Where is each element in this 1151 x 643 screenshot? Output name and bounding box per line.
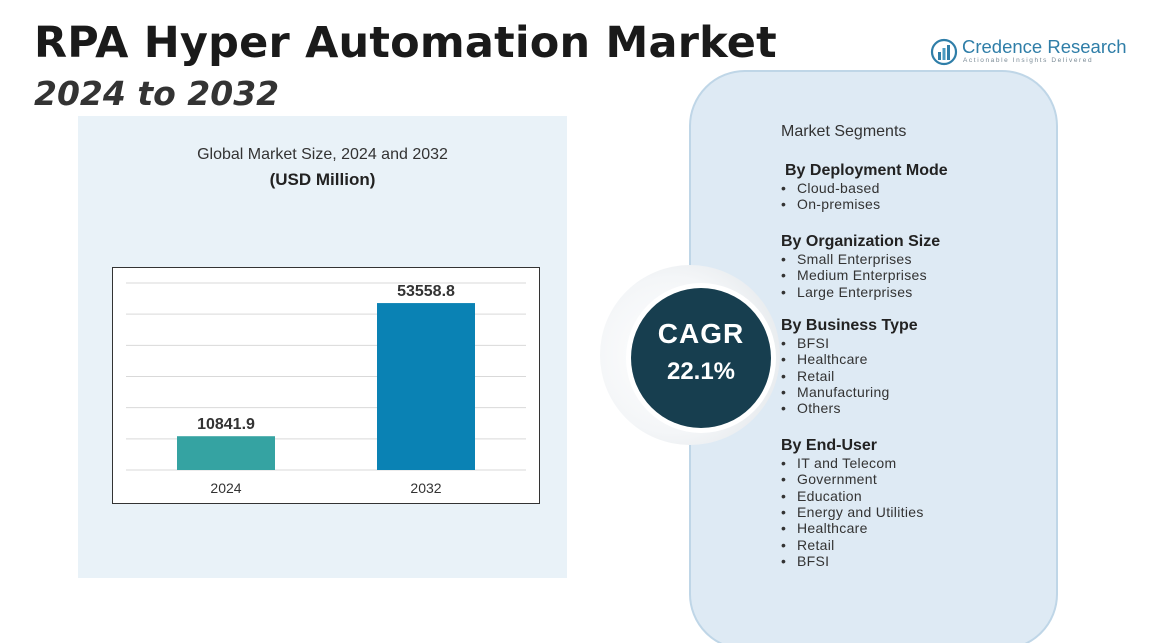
- bullet-icon: •: [781, 351, 787, 368]
- segment-item: • Healthcare: [781, 520, 868, 536]
- segment-item-label: Cloud-based: [797, 180, 880, 196]
- segment-group-title: By End-User: [781, 437, 878, 454]
- segment-item-label: Government: [797, 471, 878, 488]
- bullet-icon: •: [781, 251, 787, 267]
- bullet-icon: •: [781, 180, 787, 196]
- segment-item: • Retail: [781, 368, 835, 384]
- segment-item-label: BFSI: [797, 552, 830, 569]
- segment-item-label: Medium Enterprises: [797, 267, 927, 284]
- segment-group-title: By Organization Size: [781, 233, 941, 250]
- segment-item-label: BFSI: [797, 335, 830, 351]
- bullet-icon: •: [781, 520, 787, 537]
- x-tick-2024: 2024: [210, 480, 241, 496]
- segment-item: • Small Enterprises: [781, 251, 912, 267]
- cagr-label: CAGR: [657, 318, 745, 349]
- cagr-value: 22.1%: [666, 358, 736, 385]
- chart-unit: (USD Million): [269, 170, 376, 189]
- segment-item-label: Small Enterprises: [797, 251, 912, 267]
- segment-item: • Healthcare: [781, 351, 868, 367]
- segment-item: • Manufacturing: [781, 384, 890, 400]
- cagr-badge: CAGR 22.1%: [631, 288, 771, 428]
- segment-item: • Large Enterprises: [781, 284, 913, 300]
- segment-item-label: Healthcare: [797, 351, 868, 368]
- bullet-icon: •: [781, 552, 787, 569]
- bullet-icon: •: [781, 536, 787, 553]
- segment-item: • Medium Enterprises: [781, 267, 927, 283]
- bar-chart: 10841.9 2024 53558.8 2032: [112, 267, 540, 504]
- segment-item: • Energy and Utilities: [781, 504, 924, 520]
- logo-tagline: Actionable Insights Delivered: [963, 57, 1094, 64]
- bullet-icon: •: [781, 267, 787, 284]
- bullet-icon: •: [781, 400, 787, 417]
- segments-heading: Market Segments: [781, 123, 907, 140]
- segment-item-label: IT and Telecom: [797, 455, 897, 471]
- bullet-icon: •: [781, 383, 787, 400]
- page-subtitle: 2024 to 2032: [34, 74, 280, 113]
- segment-item-label: Retail: [797, 536, 835, 553]
- x-tick-2032: 2032: [410, 480, 441, 496]
- bullet-icon: •: [781, 283, 787, 300]
- page-title: RPA Hyper Automation Market: [34, 18, 777, 68]
- logo-name: Credence Research: [962, 36, 1127, 57]
- segment-item-label: Retail: [797, 367, 835, 384]
- bar-2024: [177, 436, 275, 470]
- segment-item-label: Large Enterprises: [797, 283, 913, 300]
- segment-item-label: Healthcare: [797, 520, 868, 537]
- segment-item: • BFSI: [781, 335, 829, 351]
- segment-group-title: By Deployment Mode: [785, 162, 948, 179]
- bullet-icon: •: [781, 367, 787, 384]
- segment-item: • IT and Telecom: [781, 455, 896, 471]
- segment-item: • Others: [781, 400, 841, 416]
- bullet-icon: •: [781, 487, 787, 504]
- bullet-icon: •: [781, 471, 787, 488]
- bullet-icon: •: [781, 335, 787, 351]
- segment-item: • Education: [781, 488, 862, 504]
- bullet-icon: •: [781, 503, 787, 520]
- bullet-icon: •: [781, 455, 787, 471]
- segment-item: • BFSI: [781, 553, 829, 569]
- segment-item: • Retail: [781, 537, 835, 553]
- segment-item: • Cloud-based: [781, 180, 880, 196]
- segment-item-label: On-premises: [797, 196, 881, 213]
- segment-item-label: Energy and Utilities: [797, 503, 924, 520]
- data-label-2024: 10841.9: [197, 416, 255, 433]
- credence-logo-icon: [930, 38, 958, 66]
- segment-item-label: Others: [797, 400, 841, 417]
- segment-item: • Government: [781, 471, 877, 487]
- segment-group-title: By Business Type: [781, 317, 918, 334]
- segment-item-label: Manufacturing: [797, 383, 890, 400]
- segment-item-label: Education: [797, 487, 862, 504]
- brand-logo[interactable]: Credence Research Actionable Insights De…: [930, 36, 1130, 70]
- chart-frame: [112, 267, 540, 504]
- chart-caption: Global Market Size, 2024 and 2032: [197, 146, 448, 163]
- bullet-icon: •: [781, 196, 787, 213]
- segment-item: • On-premises: [781, 196, 880, 212]
- data-label-2032: 53558.8: [397, 283, 455, 300]
- bar-2032: [377, 303, 475, 470]
